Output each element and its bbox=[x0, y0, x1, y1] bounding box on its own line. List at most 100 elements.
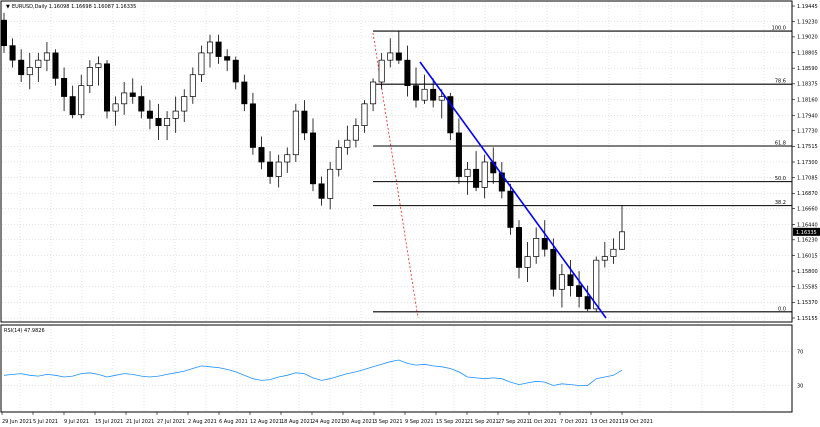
price-tick-label: 1.18590 bbox=[797, 66, 818, 72]
candle-bull bbox=[601, 256, 608, 261]
candle-bear bbox=[267, 161, 274, 177]
fibonacci-retracement[interactable]: 100.0 78.6 61.8 50.0 38.2 0.0 bbox=[373, 26, 792, 313]
candle-bull bbox=[438, 96, 445, 101]
date-tick-label: 2 Aug 2021 bbox=[188, 419, 217, 425]
candle-bear bbox=[249, 103, 256, 148]
date-tick-label: 7 Oct 2021 bbox=[560, 419, 588, 425]
rsi-level-label: 30 bbox=[797, 383, 803, 389]
rsi-label: RSI(14) 47.9826 bbox=[4, 328, 45, 334]
candle-bear bbox=[18, 59, 25, 76]
candle-bear bbox=[301, 110, 308, 134]
candle-bull bbox=[95, 63, 102, 68]
price-tick-label: 1.15585 bbox=[797, 285, 818, 291]
candle-bear bbox=[507, 190, 514, 228]
symbol-info: EURUSD,Daily 1.16098 1.16698 1.16087 1.1… bbox=[12, 4, 136, 10]
fib-level-label: 78.6 bbox=[775, 79, 786, 85]
candle-bear bbox=[567, 274, 574, 286]
candle-bull bbox=[524, 256, 531, 268]
candle-bear bbox=[412, 85, 420, 101]
candle-bull bbox=[198, 52, 205, 76]
date-tick-label: 6 Aug 2021 bbox=[219, 419, 248, 425]
date-tick-label: 12 Aug 2021 bbox=[250, 419, 282, 425]
candle-bull bbox=[206, 41, 214, 54]
date-tick-label: 21 Sep 2021 bbox=[467, 419, 499, 425]
price-tick-label: 1.15800 bbox=[797, 269, 818, 275]
candle-bear bbox=[129, 92, 136, 97]
candle-bull bbox=[164, 118, 171, 126]
candle-bear bbox=[395, 52, 402, 61]
date-tick-label: 29 Jun 2021 bbox=[2, 419, 32, 425]
date-tick-label: 15 Jul 2021 bbox=[95, 419, 123, 425]
candle-bull bbox=[464, 168, 471, 177]
candle-bull bbox=[35, 59, 42, 68]
candle-bull bbox=[361, 103, 368, 126]
date-tick-label: 9 Sep 2021 bbox=[405, 419, 434, 425]
candle-bull bbox=[558, 274, 565, 290]
price-tick-label: 1.17940 bbox=[797, 113, 818, 119]
price-tick-label: 1.18805 bbox=[797, 50, 818, 56]
candle-bear bbox=[498, 172, 505, 192]
price-tick-label: 1.15370 bbox=[797, 300, 818, 306]
candle-bear bbox=[473, 168, 480, 188]
candle-bear bbox=[224, 56, 231, 61]
candle-bear bbox=[541, 238, 548, 250]
candle-bear bbox=[155, 118, 162, 126]
triangle-down-icon: ▼ bbox=[6, 4, 10, 10]
date-tick-label: 15 Sep 2021 bbox=[436, 419, 468, 425]
candle-bull bbox=[172, 110, 179, 119]
candle-bear bbox=[515, 227, 523, 268]
date-tick-label: 24 Aug 2021 bbox=[312, 419, 344, 425]
price-tick-label: 1.16440 bbox=[797, 222, 818, 228]
price-tick-label: 1.16660 bbox=[797, 206, 818, 212]
candle-bull bbox=[284, 154, 291, 163]
candle-bear bbox=[550, 248, 557, 290]
candle-bear bbox=[215, 41, 222, 57]
candle-bull bbox=[593, 259, 600, 310]
candle-bull bbox=[292, 110, 299, 156]
candle-bear bbox=[146, 110, 153, 119]
candle-bull bbox=[327, 168, 334, 199]
candle-bull bbox=[421, 88, 428, 101]
candlestick-series bbox=[0, 12, 626, 312]
candle-bull bbox=[618, 231, 626, 250]
candle-bear bbox=[258, 147, 265, 163]
rsi-line bbox=[3, 359, 623, 386]
candle-bull bbox=[370, 81, 377, 105]
candle-bear bbox=[9, 45, 16, 61]
candle-bull bbox=[43, 52, 50, 61]
rsi-axis: 70 30 bbox=[797, 349, 803, 389]
date-tick-label: 9 Jul 2021 bbox=[64, 419, 89, 425]
candle-bull bbox=[78, 85, 85, 116]
candle-bull bbox=[378, 59, 385, 83]
candle-bear bbox=[232, 59, 239, 83]
candle-bear bbox=[455, 132, 462, 177]
date-tick-label: 21 Jul 2021 bbox=[126, 419, 154, 425]
candle-bull bbox=[481, 161, 488, 188]
candle-bear bbox=[52, 52, 59, 79]
main-panel-frame bbox=[0, 0, 793, 323]
price-tick-label: 1.17300 bbox=[797, 160, 818, 166]
candle-bull bbox=[189, 74, 196, 97]
rsi-panel-frame bbox=[0, 324, 793, 413]
candle-bear bbox=[61, 78, 68, 97]
price-tick-label: 1.19020 bbox=[797, 35, 818, 41]
candle-bull bbox=[335, 147, 342, 170]
price-tick-label: 1.19230 bbox=[797, 19, 818, 25]
main-panel-grid bbox=[2, 2, 791, 321]
fib-level-label: 61.8 bbox=[775, 141, 786, 147]
price-tick-label: 1.18375 bbox=[797, 82, 818, 88]
price-tick-label: 1.19445 bbox=[797, 4, 818, 10]
svg-text:1.16335: 1.16335 bbox=[796, 230, 817, 236]
price-tick-label: 1.16015 bbox=[797, 253, 818, 259]
date-tick-label: 18 Aug 2021 bbox=[281, 419, 313, 425]
date-tick-label: 3 Sep 2021 bbox=[374, 419, 403, 425]
price-tick-label: 1.18160 bbox=[797, 97, 818, 103]
price-axis: 1.19445 1.19230 1.19020 1.18805 1.18590 1.183… bbox=[792, 4, 818, 322]
current-price-marker: 1.16335 bbox=[793, 227, 820, 236]
price-tick-label: 1.15155 bbox=[797, 316, 818, 322]
candle-bear bbox=[430, 88, 437, 101]
fib-level-label: 0.0 bbox=[778, 306, 786, 312]
candle-bear bbox=[584, 296, 591, 310]
downtrend-line[interactable] bbox=[419, 61, 607, 319]
